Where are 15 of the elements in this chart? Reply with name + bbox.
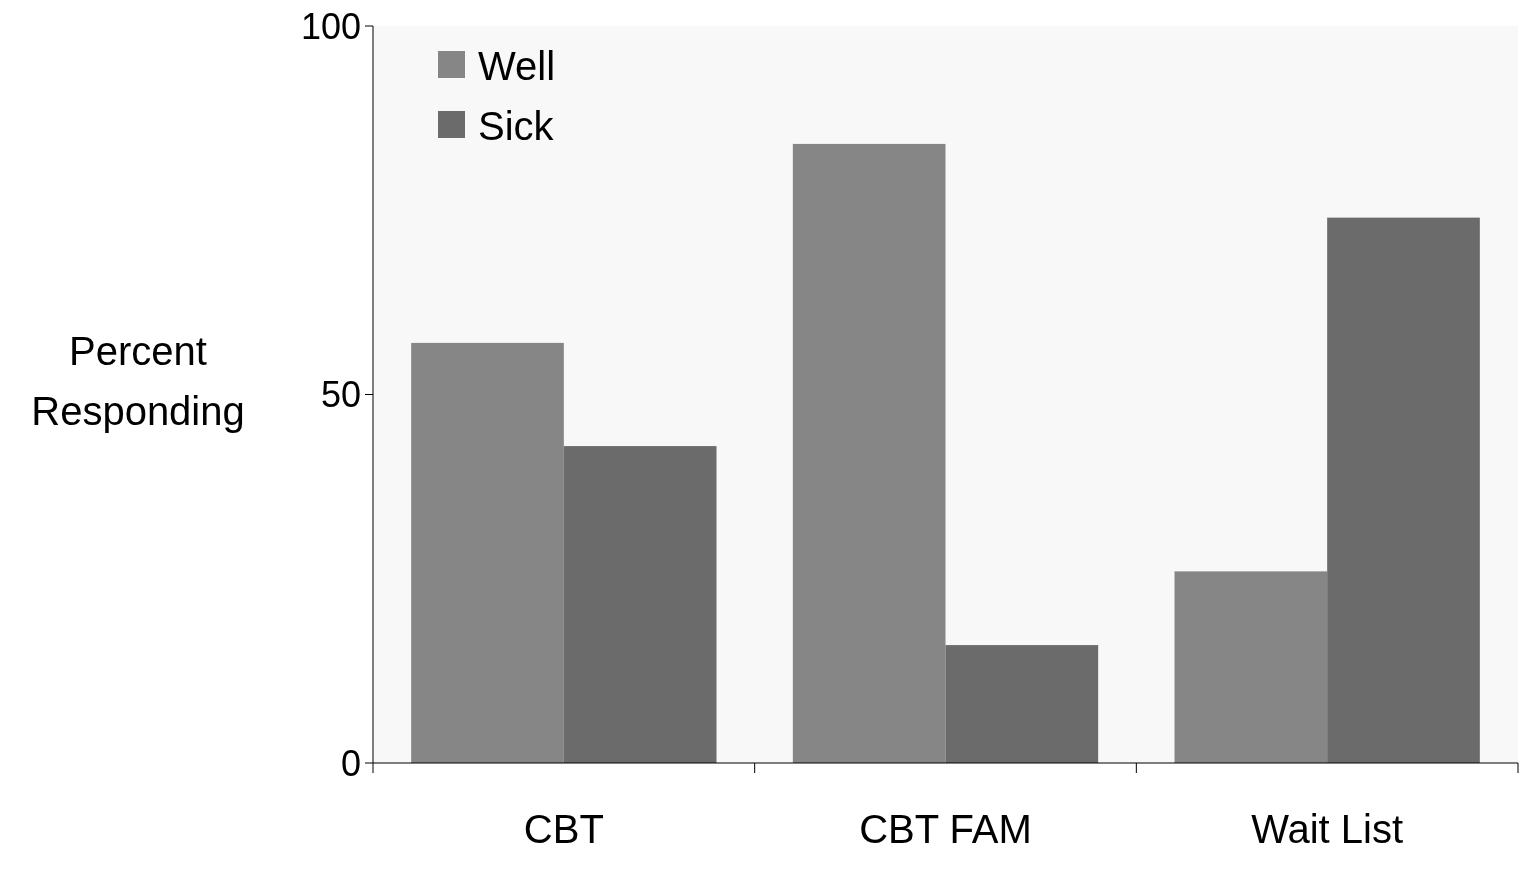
bar bbox=[563, 446, 717, 763]
y-tick-label: 0 bbox=[340, 742, 361, 784]
y-tick-label: 50 bbox=[320, 374, 361, 416]
y-axis-title: Percent Responding bbox=[31, 328, 245, 433]
y-tick-label: 100 bbox=[300, 5, 361, 47]
legend-label: Well bbox=[478, 44, 556, 88]
legend-label: Sick bbox=[478, 104, 555, 148]
bar bbox=[1327, 217, 1480, 763]
bar bbox=[411, 342, 564, 763]
bar bbox=[792, 143, 946, 763]
bar bbox=[945, 645, 1099, 763]
x-tick-label: CBT bbox=[523, 807, 604, 851]
x-tick-label: CBT FAM bbox=[859, 807, 1032, 851]
x-tick-label: Wait List bbox=[1251, 807, 1404, 851]
bar bbox=[1174, 571, 1328, 763]
